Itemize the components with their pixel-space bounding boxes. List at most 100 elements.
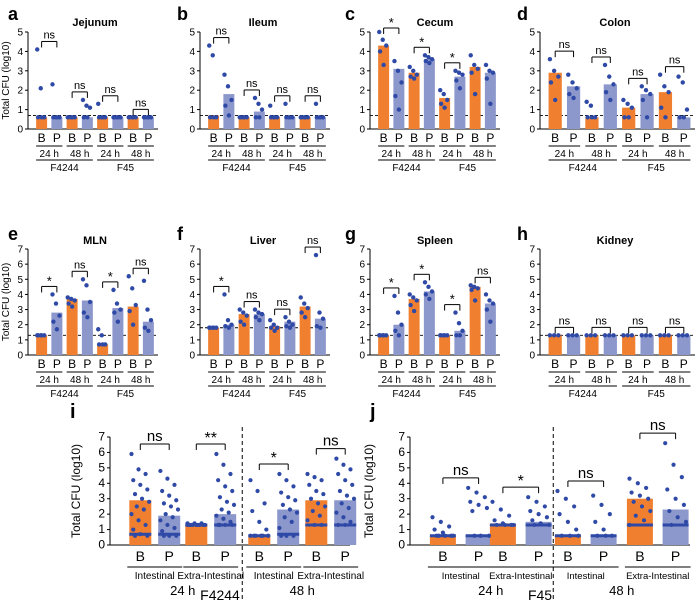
chart-f-point	[305, 305, 310, 311]
chart-g-strain-label: F45	[459, 389, 477, 400]
chart-i-point	[224, 499, 230, 504]
chart-j-point	[595, 533, 600, 538]
chart-i-point	[334, 456, 339, 461]
chart-e-ylabel: Total CFU (log10)	[1, 263, 12, 341]
chart-c-y-tick-label: 1	[359, 105, 365, 116]
chart-e-point	[57, 313, 62, 318]
chart-j-point	[432, 527, 437, 532]
chart-d-point	[556, 74, 561, 79]
chart-i-point	[282, 515, 287, 520]
chart-i-point	[314, 488, 319, 494]
chart-c-bar-7-B	[469, 66, 481, 129]
chart-i-sig-label: ns	[147, 428, 163, 445]
chart-j-point	[436, 533, 441, 538]
chart-c-point	[441, 91, 446, 97]
chart-e-point	[80, 277, 86, 282]
chart-h-point	[607, 333, 612, 338]
chart-f-point	[283, 314, 288, 320]
chart-a-point	[87, 105, 93, 110]
chart-c-point	[393, 93, 398, 99]
chart-b-sig-label: ns	[215, 26, 227, 38]
chart-j-point	[486, 533, 492, 538]
chart-j-panel-letter: j	[369, 401, 376, 423]
chart-d-point	[643, 88, 649, 93]
chart-c-point	[384, 43, 389, 48]
chart-a-point	[80, 97, 86, 103]
chart-i-bar-8-P	[334, 500, 357, 545]
chart-b-point	[222, 72, 227, 77]
chart-f-point	[238, 319, 243, 324]
chart-i-point	[277, 471, 282, 477]
chart-e-point	[84, 283, 89, 288]
chart-j-bar-label: B	[498, 548, 507, 564]
chart-b-point	[226, 113, 232, 118]
chart-i-point	[129, 451, 134, 457]
chart-c-point	[442, 105, 447, 110]
chart-j-bar-label: P	[534, 548, 543, 564]
chart-e-point	[148, 317, 154, 323]
chart-i-point	[167, 533, 172, 538]
chart-h-point	[657, 333, 663, 338]
chart-j-point	[502, 522, 508, 528]
chart-i-point	[277, 525, 282, 531]
chart-i-point	[248, 478, 253, 483]
chart-c-bar-label: B	[441, 131, 449, 145]
chart-i-point	[334, 510, 339, 515]
chart-b-y-tick-label: 4	[189, 47, 195, 58]
chart-e-point	[96, 342, 102, 347]
chart-a-bar-label: P	[144, 131, 152, 145]
chart-a-sig-label: ns	[104, 84, 116, 96]
chart-a-point	[100, 115, 105, 120]
chart-j-y-tick-label: 2	[398, 507, 405, 521]
chart-j-point	[563, 496, 568, 501]
chart-a-point	[127, 115, 132, 120]
chart-c-point	[380, 37, 385, 42]
chart-g-sig-label: *	[450, 292, 455, 307]
chart-h-bar-7-B	[658, 335, 673, 355]
chart-i-point	[287, 507, 293, 512]
chart-j-point	[451, 533, 456, 538]
chart-h-point	[648, 333, 653, 338]
chart-i-point	[167, 493, 172, 498]
chart-c-point	[427, 60, 432, 66]
chart-e-point	[130, 286, 135, 291]
chart-d-point	[602, 62, 608, 68]
chart-b-point	[257, 115, 262, 120]
chart-i-point	[226, 510, 231, 515]
chart-b-strain-label: F4244	[222, 163, 251, 174]
chart-g-bar-label: B	[441, 357, 449, 371]
chart-i-y-tick-label: 1	[98, 522, 105, 536]
chart-j-point	[536, 512, 541, 517]
chart-a-time-label: 48 h	[131, 149, 150, 160]
chart-i-point	[341, 515, 346, 520]
chart-g-point	[395, 310, 401, 315]
chart-i-point	[341, 462, 346, 467]
chart-g-point	[423, 292, 429, 297]
chart-j-point	[646, 496, 651, 501]
chart-i-point	[343, 522, 348, 528]
chart-d-point	[588, 103, 594, 108]
chart-g-time-label: 48 h	[473, 375, 492, 386]
chart-i-point	[307, 482, 312, 487]
chart-i-point	[221, 516, 226, 521]
chart-h-bar-label: P	[643, 357, 651, 371]
chart-b-point	[256, 101, 261, 106]
chart-d-point	[639, 84, 644, 89]
chart-i-point	[317, 513, 322, 518]
chart-g-point	[427, 296, 432, 302]
chart-h-point	[684, 333, 690, 338]
chart-a-point	[130, 115, 136, 120]
chart-g-sig-label: *	[389, 275, 394, 290]
chart-i-point	[170, 515, 175, 520]
chart-j-time-label: 48 h	[609, 583, 634, 598]
chart-b-point	[207, 115, 213, 120]
chart-f-point	[313, 252, 319, 258]
chart-a-bar-label: B	[68, 131, 76, 145]
chart-i-point	[339, 501, 344, 506]
chart-a-point	[146, 115, 151, 120]
chart-d-point	[589, 115, 595, 120]
chart-h-strain-label: F4244	[569, 389, 598, 400]
chart-d-point	[570, 80, 575, 85]
chart-c-point	[411, 76, 417, 81]
